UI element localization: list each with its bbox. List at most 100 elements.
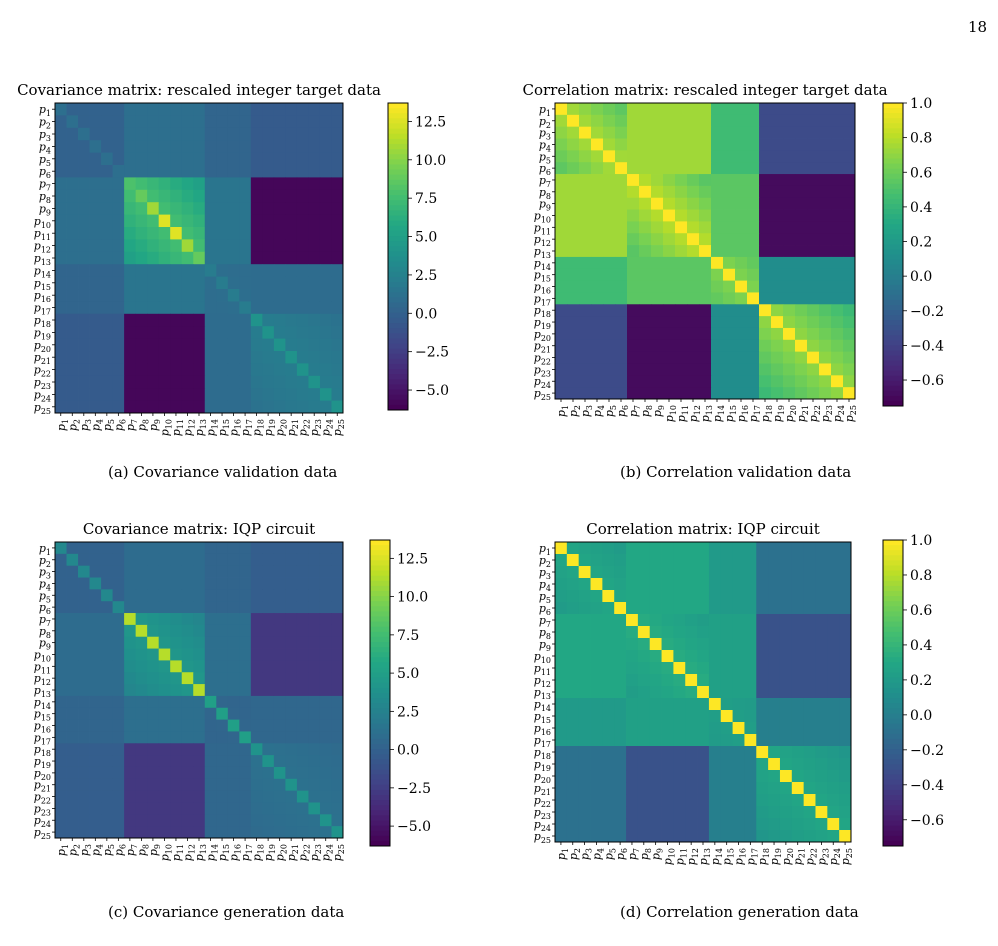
heatmap-cell bbox=[779, 542, 793, 555]
heatmap-cell bbox=[744, 578, 757, 591]
heatmap-cell bbox=[112, 351, 125, 364]
heatmap-cell bbox=[193, 276, 206, 290]
heatmap-cell bbox=[578, 782, 591, 795]
heatmap-cell bbox=[711, 339, 724, 353]
heatmap-cell bbox=[791, 590, 805, 603]
heatmap-cell bbox=[819, 316, 832, 329]
heatmap-cell bbox=[227, 202, 240, 215]
heatmap-cell bbox=[273, 152, 286, 166]
colorbar-segment bbox=[370, 718, 390, 725]
heatmap-cell bbox=[614, 770, 627, 783]
heatmap-cell bbox=[685, 698, 698, 711]
heatmap-cell bbox=[135, 127, 148, 141]
colorbar-segment bbox=[883, 158, 903, 165]
colorbar-segment bbox=[883, 204, 903, 210]
heatmap-cell bbox=[55, 127, 67, 141]
heatmap-cell bbox=[815, 722, 828, 735]
heatmap-cell bbox=[55, 624, 67, 638]
heatmap-cell bbox=[768, 830, 781, 843]
heatmap-cell bbox=[331, 338, 344, 352]
heatmap-cell bbox=[651, 363, 664, 376]
heatmap-cell bbox=[147, 648, 160, 661]
colorbar-segment bbox=[883, 687, 903, 694]
heatmap-cell bbox=[791, 614, 805, 627]
heatmap-cell bbox=[216, 778, 229, 792]
heatmap-cell bbox=[673, 566, 686, 579]
heatmap-cell bbox=[296, 613, 309, 626]
heatmap-cell bbox=[250, 660, 263, 673]
colorbar-segment bbox=[370, 611, 390, 617]
colorbar-segment bbox=[883, 601, 903, 607]
heatmap-cell bbox=[815, 578, 828, 591]
colorbar-segment bbox=[370, 698, 390, 704]
heatmap-cell bbox=[285, 140, 298, 153]
heatmap-cell bbox=[112, 719, 125, 732]
heatmap-cell bbox=[204, 624, 217, 638]
heatmap-cell bbox=[708, 806, 722, 819]
colorbar-1: 1.00.80.60.40.20.0−0.2−0.4−0.6 bbox=[882, 96, 944, 407]
heatmap-cell bbox=[578, 614, 591, 627]
heatmap-cell bbox=[227, 375, 240, 389]
heatmap-cell bbox=[651, 126, 664, 139]
heatmap-cell bbox=[699, 138, 712, 151]
heatmap-cell bbox=[296, 177, 309, 191]
heatmap-cell bbox=[193, 648, 206, 661]
heatmap-cell bbox=[89, 140, 102, 153]
heatmap-cell bbox=[319, 624, 332, 638]
heatmap-cell bbox=[831, 174, 844, 187]
heatmap-cell bbox=[723, 245, 736, 258]
heatmap-cell bbox=[55, 189, 67, 203]
heatmap-cell bbox=[699, 221, 712, 234]
heatmap-cell bbox=[181, 542, 194, 555]
heatmap-cell bbox=[273, 301, 286, 315]
heatmap-cell bbox=[250, 375, 263, 389]
heatmap-cell bbox=[615, 150, 628, 163]
heatmap-cell bbox=[250, 613, 263, 626]
heatmap-cell bbox=[720, 722, 733, 735]
heatmap-cell bbox=[827, 710, 840, 723]
colorbar-segment bbox=[388, 225, 408, 232]
heatmap-cell bbox=[181, 672, 194, 685]
heatmap-cell bbox=[843, 292, 856, 305]
heatmap-cell bbox=[768, 770, 781, 783]
heatmap-cell bbox=[815, 806, 828, 819]
heatmap-cell bbox=[747, 233, 760, 246]
heatmap-cell bbox=[308, 660, 321, 673]
heatmap-cell bbox=[567, 138, 580, 151]
heatmap-cell bbox=[331, 127, 344, 141]
heatmap-cell bbox=[697, 830, 710, 843]
heatmap-cell bbox=[101, 400, 113, 414]
heatmap-cell bbox=[579, 185, 592, 199]
heatmap-cell bbox=[759, 103, 772, 116]
heatmap-cell bbox=[735, 363, 748, 376]
heatmap-cell bbox=[262, 766, 275, 780]
heatmap-cell bbox=[779, 662, 793, 675]
heatmap-cell bbox=[579, 150, 592, 163]
heatmap-cell bbox=[768, 734, 781, 747]
heatmap-cell bbox=[723, 221, 736, 234]
heatmap-cell bbox=[262, 289, 275, 302]
heatmap-cell bbox=[273, 326, 286, 339]
heatmap-cell bbox=[124, 802, 137, 815]
heatmap-cell bbox=[308, 326, 321, 339]
heatmap-cell bbox=[170, 589, 183, 602]
heatmap-cell bbox=[158, 601, 171, 614]
colorbar-segment bbox=[883, 340, 903, 346]
colorbar-segment bbox=[883, 830, 903, 837]
heatmap-cell bbox=[744, 782, 757, 795]
colorbar-segment bbox=[370, 800, 390, 806]
heatmap-cell bbox=[331, 589, 344, 602]
colorbar-segment bbox=[388, 399, 408, 406]
colorbar-segment bbox=[883, 214, 903, 220]
heatmap-cell bbox=[78, 577, 90, 590]
heatmap-cell bbox=[771, 114, 784, 128]
heatmap-cell bbox=[204, 731, 217, 744]
heatmap-cell bbox=[250, 565, 263, 578]
heatmap-cell bbox=[639, 351, 652, 364]
heatmap-cell bbox=[216, 239, 229, 253]
heatmap-cell bbox=[89, 264, 102, 277]
colorbar-segment bbox=[883, 713, 903, 719]
heatmap-cell bbox=[685, 830, 698, 843]
heatmap-cell bbox=[603, 327, 616, 341]
heatmap-cell bbox=[204, 338, 217, 352]
